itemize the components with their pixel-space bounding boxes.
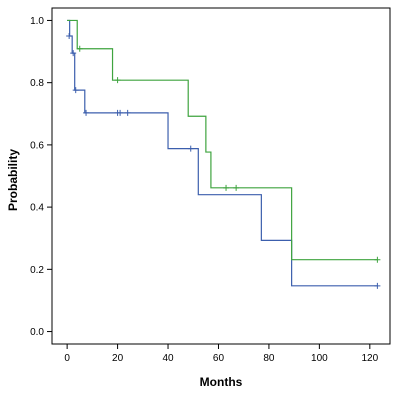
y-tick-label: 0.6 — [30, 140, 44, 151]
y-tick-label: 0.0 — [30, 327, 44, 338]
censor-mark — [72, 87, 79, 94]
censor-mark — [76, 45, 83, 52]
censor-mark — [233, 184, 240, 191]
x-tick-label: 40 — [162, 353, 174, 364]
x-tick-label: 0 — [64, 353, 70, 364]
censor-mark — [124, 109, 131, 116]
survival-curves — [66, 19, 381, 289]
x-tick-label: 120 — [361, 353, 378, 364]
censor-mark — [66, 33, 73, 39]
y-tick-label: 1.0 — [30, 16, 44, 27]
censor-mark — [187, 145, 194, 152]
survival-curve-2 — [67, 19, 378, 261]
x-tick-label: 80 — [263, 353, 275, 364]
censor-mark — [117, 109, 124, 116]
plot-frame — [51, 7, 391, 345]
censor-mark — [374, 256, 381, 263]
censor-mark — [374, 282, 381, 289]
x-tick-label: 100 — [311, 353, 328, 364]
censor-mark — [83, 109, 90, 116]
y-tick-label: 0.4 — [30, 203, 44, 214]
y-tick-label: 0.2 — [30, 265, 44, 276]
x-tick-label: 60 — [213, 353, 225, 364]
x-tick-label: 20 — [112, 353, 124, 364]
censor-mark — [70, 50, 77, 57]
y-axis-label: Probability — [6, 149, 20, 211]
y-axis-ticks: 0.0 0.2 0.4 0.6 0.8 1.0 — [30, 16, 52, 338]
x-axis-label: Months — [200, 375, 243, 389]
y-tick-label: 0.8 — [30, 78, 44, 89]
censor-mark — [223, 184, 230, 191]
x-axis-ticks: 0 20 40 60 80 100 120 — [64, 344, 379, 364]
censor-mark — [114, 77, 121, 84]
